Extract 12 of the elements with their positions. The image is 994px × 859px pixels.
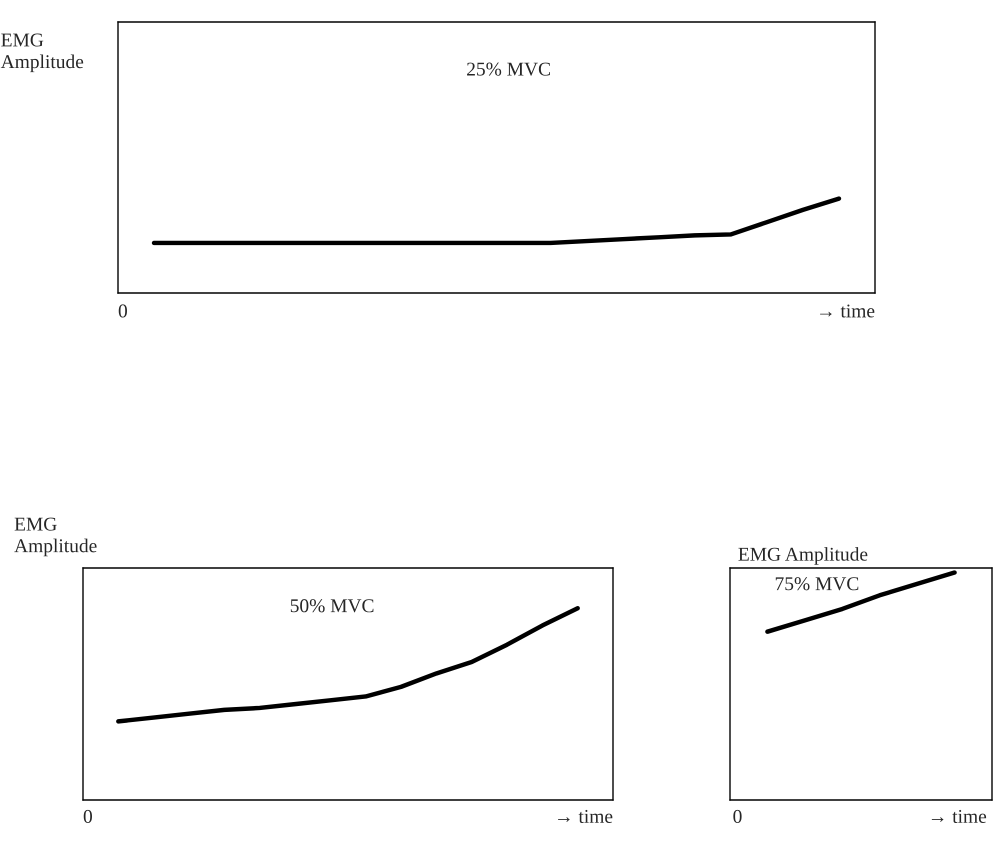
text: 0 (84, 810, 92, 823)
text: 0 (118, 304, 127, 318)
x-axis-title: → time (558, 810, 612, 823)
y-axis-title: EMG Amplitude (738, 547, 868, 565)
x-axis-title: → time (820, 304, 874, 318)
chart-title: 75% MVC (776, 577, 858, 590)
chart-title: 50% MVC (290, 599, 374, 612)
y-axis-title: EMG Amplitude (0, 33, 84, 72)
chart-title: 25% MVC (467, 62, 550, 76)
y-axis-title: EMG Amplitude (14, 518, 97, 556)
x-axis-title: → time (932, 810, 986, 823)
text: 0 (733, 810, 742, 823)
